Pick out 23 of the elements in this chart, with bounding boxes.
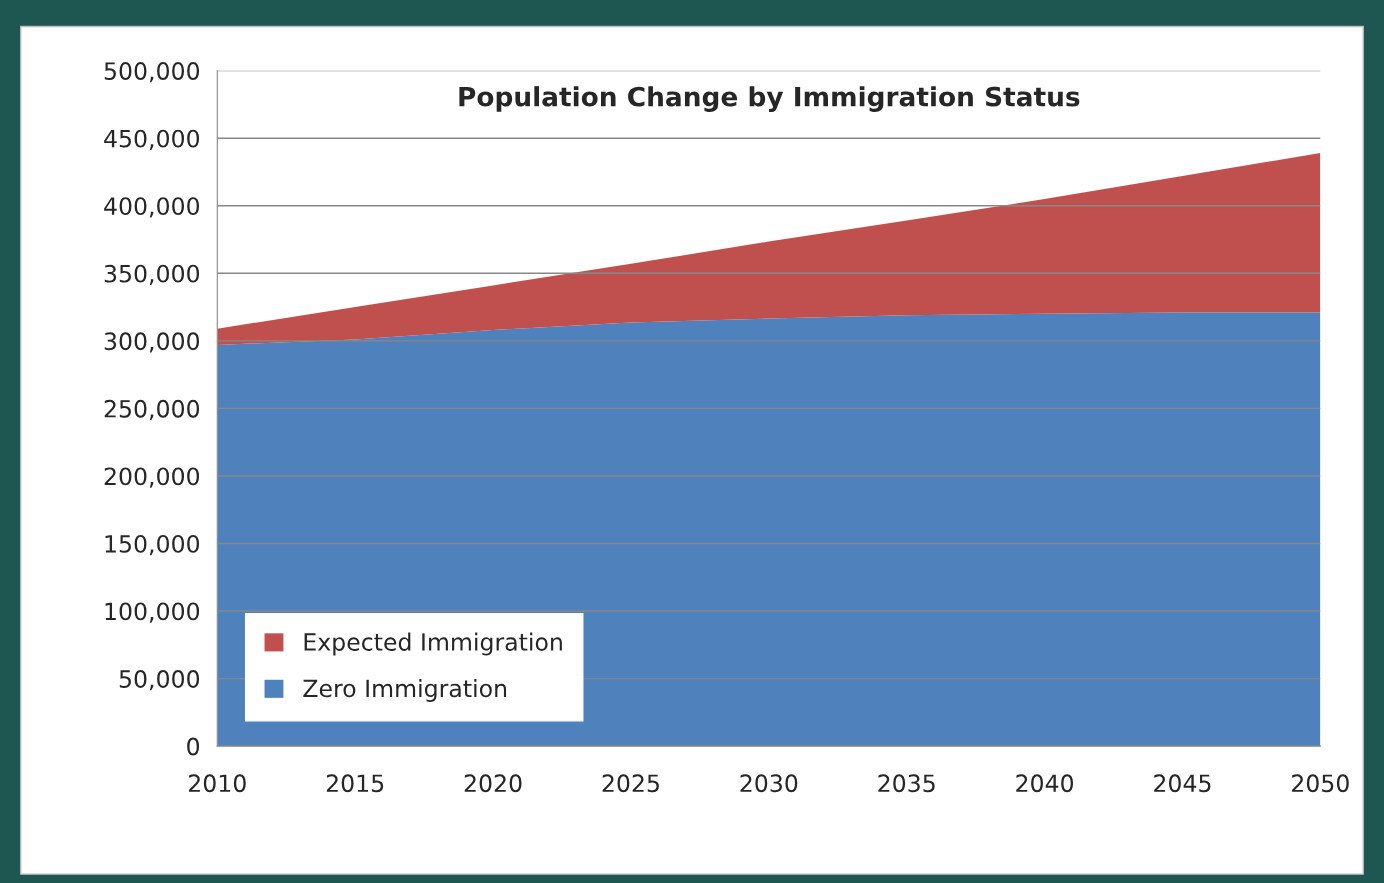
x-tick-label: 2015	[326, 774, 384, 793]
x-tick-label: 2010	[188, 774, 246, 793]
x-tick-label: 2035	[878, 774, 935, 793]
y-tick-label: 500,000	[104, 62, 200, 83]
text: Population Change by Immigration Status	[459, 86, 1080, 112]
x-tick-label: 2025	[602, 774, 659, 793]
x-tick-label: 2030	[740, 774, 798, 793]
y-tick-label: 400,000	[104, 197, 200, 218]
legend-label: Zero Immigration	[303, 679, 507, 702]
y-tick-label: 200,000	[104, 467, 200, 488]
x-tick-label: 2020	[464, 774, 522, 793]
y-tick-label: 0	[187, 737, 200, 756]
y-tick-label: 250,000	[104, 399, 200, 421]
y-tick-label: 100,000	[105, 602, 200, 623]
x-tick-label: 2050	[1292, 774, 1349, 793]
legend-label: Expected Immigration	[304, 632, 562, 656]
y-tick-label: 300,000	[104, 332, 200, 353]
y-tick-label: 150,000	[105, 534, 200, 556]
x-tick-label: 2045	[1154, 774, 1211, 793]
x-tick-label: 2040	[1016, 774, 1074, 793]
y-tick-label: 450,000	[104, 129, 200, 150]
y-tick-label: 350,000	[104, 264, 200, 285]
y-tick-label: 50,000	[119, 670, 200, 691]
